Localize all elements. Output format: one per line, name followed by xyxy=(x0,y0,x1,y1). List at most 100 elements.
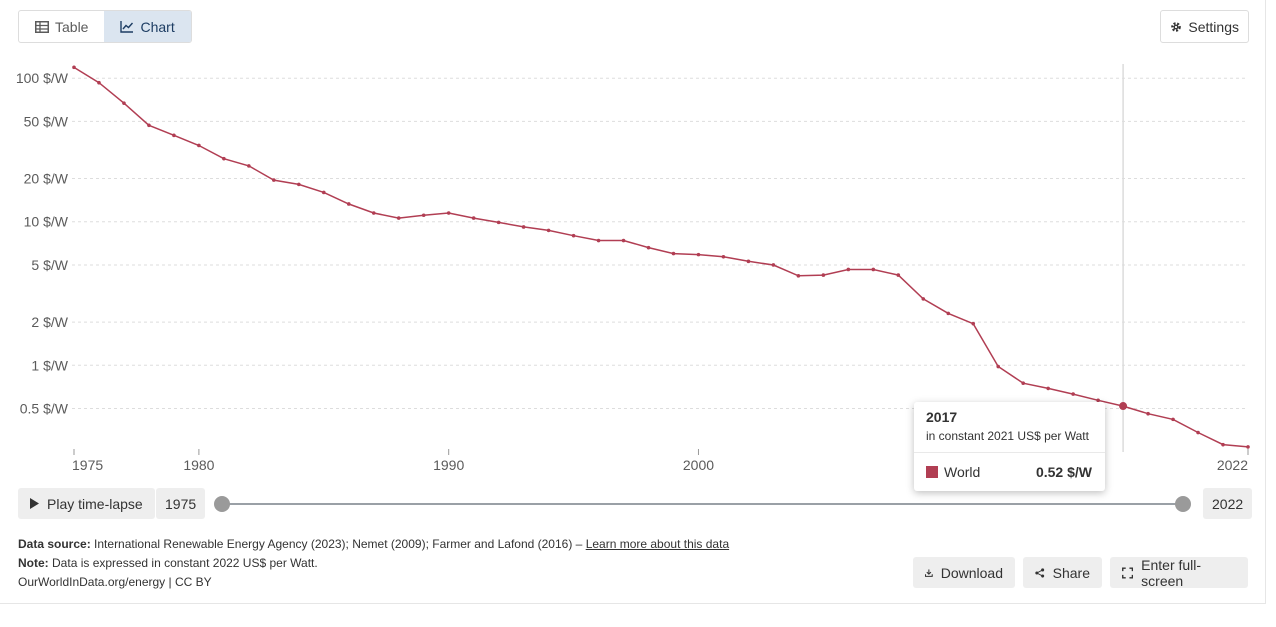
series-line-world xyxy=(73,66,1249,448)
play-label: Play time-lapse xyxy=(47,495,143,512)
tab-table[interactable]: Table xyxy=(19,11,104,42)
x-tick-label: 1975 xyxy=(72,457,103,473)
data-point[interactable] xyxy=(172,133,176,138)
data-point[interactable] xyxy=(596,238,601,243)
tooltip-divider xyxy=(914,452,1105,453)
data-point[interactable] xyxy=(1196,430,1200,435)
data-point[interactable] xyxy=(996,364,1001,369)
y-tick-label: 1 $/W xyxy=(31,357,68,373)
source-label: Data source: xyxy=(18,537,91,551)
chart-frame xyxy=(0,0,1266,604)
y-tick-label: 10 $/W xyxy=(24,214,69,230)
data-point[interactable] xyxy=(1071,392,1075,396)
credit-line[interactable]: OurWorldInData.org/energy | CC BY xyxy=(18,575,212,589)
data-point[interactable] xyxy=(396,216,401,220)
data-point[interactable] xyxy=(1146,411,1150,416)
hover-point[interactable] xyxy=(1119,402,1128,411)
data-point[interactable] xyxy=(696,252,701,257)
data-point[interactable] xyxy=(746,259,751,264)
data-point[interactable] xyxy=(796,274,801,278)
line-chart: 100 $/W 50 $/W 20 $/W 10 $/W 5 $/W 2 $/W 1 $/W… xyxy=(16,64,1250,473)
data-point[interactable] xyxy=(421,213,426,218)
data-point[interactable] xyxy=(646,245,651,250)
data-point[interactable] xyxy=(921,297,926,301)
data-point[interactable] xyxy=(222,156,226,161)
learn-more-link[interactable]: Learn more about this data xyxy=(585,537,730,551)
data-point[interactable] xyxy=(247,164,251,168)
y-tick-label: 50 $/W xyxy=(24,113,69,129)
data-point[interactable] xyxy=(321,190,326,195)
data-point[interactable] xyxy=(471,216,476,220)
data-point[interactable] xyxy=(1246,445,1250,449)
data-point[interactable] xyxy=(671,251,676,256)
data-point[interactable] xyxy=(946,311,951,316)
data-point[interactable] xyxy=(871,267,876,272)
data-point[interactable] xyxy=(97,80,101,85)
data-point[interactable] xyxy=(771,263,776,267)
end-year-box[interactable]: 2022 xyxy=(1203,488,1253,519)
y-tick-label: 20 $/W xyxy=(24,171,69,187)
data-point[interactable] xyxy=(446,211,451,215)
share-label: Share xyxy=(1052,564,1090,581)
start-year: 1975 xyxy=(165,495,197,512)
tooltip-year: 2017 xyxy=(926,409,958,425)
data-point[interactable] xyxy=(521,225,526,229)
data-point[interactable] xyxy=(721,254,726,259)
data-point[interactable] xyxy=(1046,386,1050,391)
data-point[interactable] xyxy=(346,202,351,206)
tooltip-subtitle: in constant 2021 US$ per Watt xyxy=(926,429,1089,443)
line-chart-icon xyxy=(120,20,134,33)
tooltip-entity: World xyxy=(944,464,981,480)
data-point[interactable] xyxy=(197,143,201,148)
tooltip-swatch xyxy=(926,466,938,478)
gear-icon xyxy=(1171,21,1182,32)
play-timelapse-button[interactable]: Play time-lapse xyxy=(18,488,155,519)
timeline-end-handle[interactable] xyxy=(1175,496,1191,512)
data-point[interactable] xyxy=(297,182,301,187)
data-point[interactable] xyxy=(1021,381,1025,386)
download-label: Download xyxy=(940,564,1003,581)
data-point[interactable] xyxy=(546,228,551,233)
x-tick-label: 1990 xyxy=(433,457,464,473)
data-point[interactable] xyxy=(1171,417,1175,422)
data-point[interactable] xyxy=(1096,398,1100,403)
data-point[interactable] xyxy=(971,321,976,326)
data-point[interactable] xyxy=(571,233,576,238)
tab-table-label: Table xyxy=(55,18,89,35)
y-tick-label: 100 $/W xyxy=(16,70,69,86)
data-point[interactable] xyxy=(272,178,276,182)
end-year: 2022 xyxy=(1212,495,1244,512)
share-button[interactable]: Share xyxy=(1023,557,1102,588)
tooltip-value: 0.52 $/W xyxy=(1035,464,1092,480)
y-tick-label: 0.5 $/W xyxy=(20,401,69,417)
table-icon xyxy=(35,20,49,33)
y-tick-label: 2 $/W xyxy=(31,314,68,330)
x-tick-label: 2000 xyxy=(683,457,714,473)
data-point[interactable] xyxy=(621,238,626,243)
note-line: Note: Data is expressed in constant 2022… xyxy=(18,554,729,573)
data-point[interactable] xyxy=(1221,442,1225,447)
download-button[interactable]: Download xyxy=(913,557,1015,588)
data-point[interactable] xyxy=(496,220,501,225)
data-point[interactable] xyxy=(147,123,151,128)
data-point[interactable] xyxy=(371,211,376,215)
fullscreen-button[interactable]: Enter full-screen xyxy=(1110,557,1248,589)
data-point[interactable] xyxy=(821,273,826,277)
view-tabs: Table Chart xyxy=(18,10,192,43)
x-axis: 1975 1980 1990 2000 2022 xyxy=(72,449,1249,473)
data-point[interactable] xyxy=(846,267,851,272)
data-point[interactable] xyxy=(72,65,76,70)
data-point[interactable] xyxy=(896,273,901,277)
series-world[interactable] xyxy=(72,65,1250,449)
y-tick-label: 5 $/W xyxy=(31,257,68,273)
tab-chart[interactable]: Chart xyxy=(104,11,191,42)
settings-button[interactable]: Settings xyxy=(1160,10,1249,43)
source-text: International Renewable Energy Agency (2… xyxy=(94,537,583,551)
timeline-start-handle[interactable] xyxy=(214,496,230,512)
x-tick-label: 2022 xyxy=(1217,457,1248,473)
start-year-box[interactable]: 1975 xyxy=(156,488,206,519)
note-text: Data is expressed in constant 2022 US$ p… xyxy=(52,556,318,570)
timeline-slider[interactable] xyxy=(222,503,1183,505)
data-point[interactable] xyxy=(122,101,126,105)
tab-chart-label: Chart xyxy=(140,18,175,35)
